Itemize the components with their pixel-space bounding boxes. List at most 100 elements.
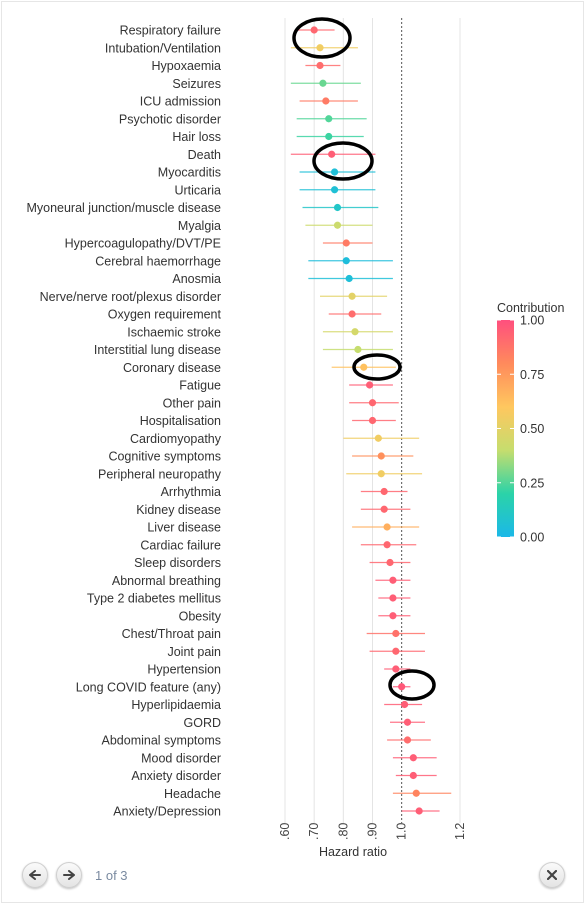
- row-label: Cardiac failure: [140, 538, 221, 552]
- row-label: Seizures: [172, 77, 221, 91]
- point: [380, 487, 388, 496]
- row-label: Kidney disease: [136, 503, 221, 517]
- row-label: Anxiety disorder: [131, 769, 221, 783]
- row-label: Abnormal breathing: [112, 574, 221, 588]
- point: [368, 416, 377, 425]
- row-label: Ischaemic stroke: [127, 325, 221, 339]
- row-label: Myocarditis: [158, 166, 221, 180]
- point: [374, 434, 382, 442]
- point: [383, 523, 391, 531]
- point: [333, 221, 342, 229]
- x-tick-label: 1.2: [453, 823, 467, 840]
- row-label: Sleep disorders: [134, 556, 221, 570]
- point: [351, 328, 359, 336]
- row-label: Hair loss: [172, 130, 221, 144]
- row-label: Cardiomyopathy: [130, 432, 222, 446]
- legend-tick-label: 0.75: [520, 368, 544, 382]
- point: [383, 541, 391, 549]
- point: [360, 363, 368, 371]
- legend-tick-label: 0.50: [520, 422, 544, 436]
- close-button[interactable]: [539, 862, 565, 888]
- point: [377, 470, 385, 478]
- point: [348, 292, 356, 300]
- point: [403, 718, 412, 726]
- point: [325, 132, 333, 141]
- row-label: Nerve/nerve root/plexus disorder: [40, 290, 221, 304]
- legend-colorbar: [497, 320, 514, 537]
- row-label: Death: [188, 148, 221, 162]
- x-tick-label: .60: [278, 823, 292, 840]
- row-label: Myoneural junction/muscle disease: [26, 201, 221, 215]
- row-label: Psychotic disorder: [119, 112, 221, 126]
- point: [392, 629, 400, 638]
- point: [328, 150, 336, 158]
- highlight-circle: [352, 353, 402, 381]
- point: [409, 754, 417, 762]
- point: [412, 789, 420, 797]
- row-label: Chest/Throat pain: [122, 627, 221, 641]
- point: [330, 186, 339, 194]
- row-label: Intubation/Ventilation: [105, 41, 221, 55]
- row-label: Anxiety/Depression: [113, 805, 221, 819]
- point: [389, 576, 397, 584]
- x-tick-label: 1.0: [395, 823, 409, 840]
- legend-tick-label: 0.25: [520, 476, 544, 490]
- legend-title: Contribution: [497, 301, 564, 315]
- x-tick-label: .80: [336, 823, 350, 840]
- row-label: Hypertension: [147, 663, 221, 677]
- point: [377, 452, 385, 460]
- point: [330, 168, 339, 176]
- row-label: Myalgia: [178, 219, 221, 233]
- row-label: Fatigue: [179, 379, 221, 393]
- point: [342, 257, 350, 265]
- point: [392, 665, 400, 673]
- row-label: Joint pain: [167, 645, 221, 659]
- point: [354, 345, 362, 354]
- arrow-right-icon: [63, 870, 75, 880]
- point: [389, 612, 397, 620]
- row-label: Anosmia: [172, 272, 221, 286]
- row-label: Hospitalisation: [140, 414, 221, 428]
- row-label: Type 2 diabetes mellitus: [87, 592, 221, 606]
- legend-tick-label: 0.00: [520, 531, 544, 545]
- row-label: Arrhythmia: [161, 485, 221, 499]
- point: [409, 771, 417, 780]
- forest-plot: Respiratory failure Intubation/Ventilatio…: [26, 17, 564, 859]
- row-label: Respiratory failure: [120, 24, 221, 38]
- x-tick-label: .70: [307, 823, 321, 840]
- row-label: Hypercoagulopathy/DVT/PE: [65, 237, 221, 251]
- point: [322, 97, 330, 105]
- close-icon: [547, 870, 557, 880]
- point: [365, 381, 374, 389]
- point: [415, 807, 423, 815]
- x-axis-label: Hazard ratio: [319, 845, 387, 859]
- highlight-circle: [388, 669, 436, 701]
- point: [386, 558, 394, 567]
- row-label: ICU admission: [140, 95, 221, 109]
- point: [325, 115, 333, 123]
- point: [398, 683, 406, 691]
- highlight-circle: [312, 141, 374, 181]
- row-label: Hypoxaemia: [152, 59, 222, 73]
- highlight-circle: [292, 17, 352, 59]
- point: [316, 61, 324, 70]
- point: [345, 274, 353, 283]
- next-button[interactable]: [56, 862, 82, 888]
- row-label: Mood disorder: [141, 751, 221, 765]
- row-label: Obesity: [179, 609, 222, 623]
- previous-button[interactable]: [22, 862, 48, 888]
- row-label: Headache: [164, 787, 221, 801]
- point: [380, 505, 388, 513]
- page-counter: 1 of 3: [95, 868, 128, 883]
- row-label: Interstitial lung disease: [94, 343, 221, 357]
- row-label: Cognitive symptoms: [108, 450, 221, 464]
- point: [316, 44, 324, 52]
- point: [333, 203, 342, 212]
- point: [392, 647, 400, 655]
- point: [310, 26, 318, 34]
- point: [319, 79, 327, 87]
- x-tick-label: .90: [366, 823, 380, 840]
- point: [400, 700, 409, 709]
